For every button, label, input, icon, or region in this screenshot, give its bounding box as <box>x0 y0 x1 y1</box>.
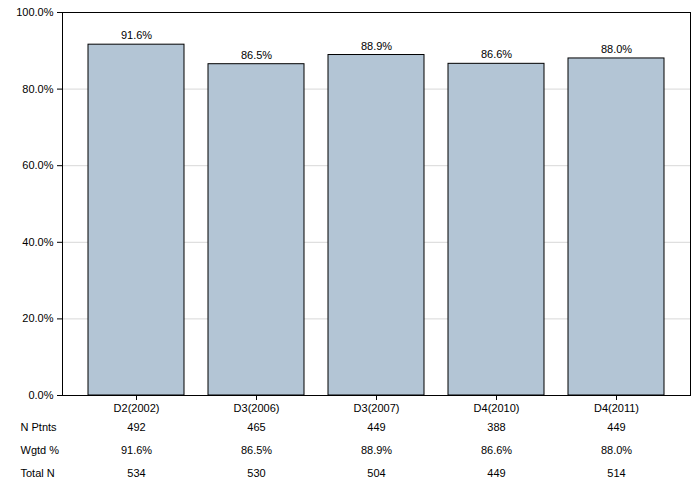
svg-text:88.9%: 88.9% <box>361 40 392 52</box>
svg-text:530: 530 <box>247 467 265 479</box>
svg-text:388: 388 <box>487 421 505 433</box>
svg-text:0.0%: 0.0% <box>28 389 53 401</box>
svg-text:91.6%: 91.6% <box>121 444 152 456</box>
svg-text:465: 465 <box>247 421 265 433</box>
svg-text:504: 504 <box>367 467 385 479</box>
svg-text:449: 449 <box>607 421 625 433</box>
svg-text:88.0%: 88.0% <box>601 43 632 55</box>
svg-text:449: 449 <box>367 421 385 433</box>
svg-text:86.5%: 86.5% <box>241 444 272 456</box>
svg-text:514: 514 <box>607 467 625 479</box>
svg-text:40.0%: 40.0% <box>22 236 53 248</box>
svg-text:Total N: Total N <box>21 467 55 479</box>
svg-text:449: 449 <box>487 467 505 479</box>
svg-text:80.0%: 80.0% <box>22 83 53 95</box>
svg-text:86.6%: 86.6% <box>481 444 512 456</box>
svg-text:D4(2010): D4(2010) <box>474 402 520 414</box>
svg-text:100.0%: 100.0% <box>16 6 54 18</box>
svg-text:492: 492 <box>127 421 145 433</box>
svg-text:D3(2007): D3(2007) <box>354 402 400 414</box>
svg-text:N Ptnts: N Ptnts <box>21 421 58 433</box>
svg-text:D2(2002): D2(2002) <box>114 402 160 414</box>
svg-text:86.5%: 86.5% <box>241 49 272 61</box>
svg-text:20.0%: 20.0% <box>22 312 53 324</box>
svg-text:60.0%: 60.0% <box>22 159 53 171</box>
svg-text:Wgtd %: Wgtd % <box>21 444 60 456</box>
svg-text:D4(2011): D4(2011) <box>594 402 639 414</box>
svg-text:88.0%: 88.0% <box>601 444 632 456</box>
svg-text:534: 534 <box>127 467 145 479</box>
svg-text:88.9%: 88.9% <box>361 444 392 456</box>
svg-text:D3(2006): D3(2006) <box>234 402 280 414</box>
svg-text:86.6%: 86.6% <box>481 48 512 60</box>
svg-text:91.6%: 91.6% <box>121 29 152 41</box>
